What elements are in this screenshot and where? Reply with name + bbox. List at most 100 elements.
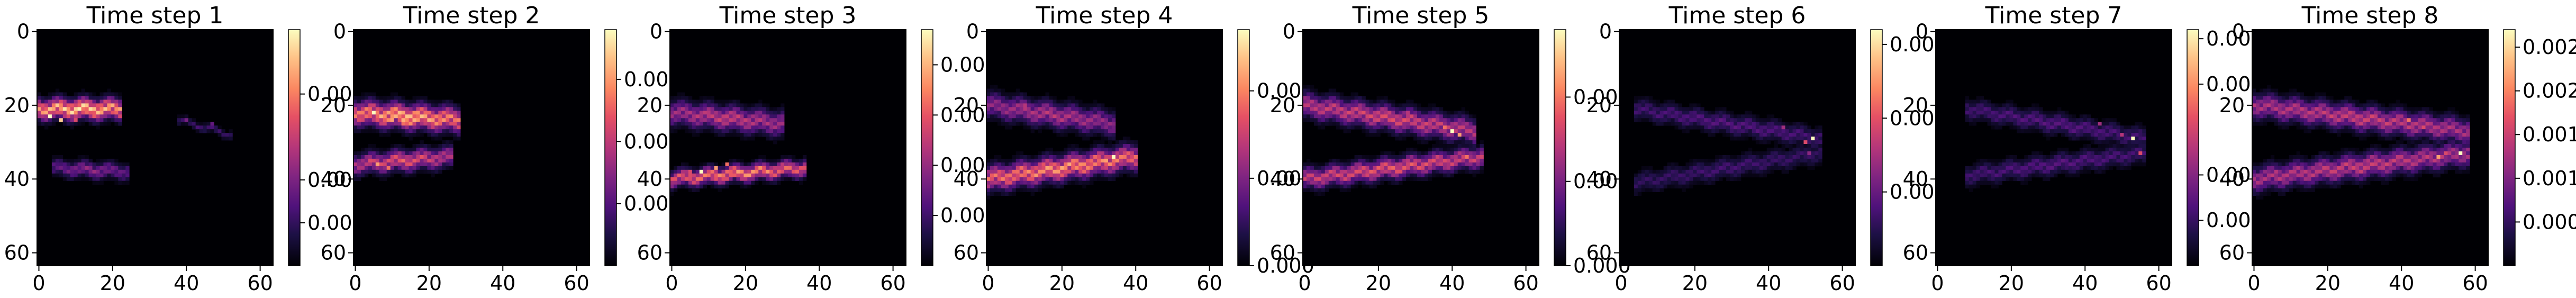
heatmap-cell <box>1350 96 1355 100</box>
heatmap-cell <box>1972 103 1977 107</box>
heatmap-cell <box>986 96 991 100</box>
heatmap-cell <box>375 118 380 122</box>
heatmap-cell <box>1328 96 1333 100</box>
heatmap-cell <box>769 166 774 170</box>
heatmap-cell <box>673 166 678 170</box>
heatmap-cell <box>1468 162 1473 167</box>
heatmap-cell <box>1645 166 1649 170</box>
heatmap-cell <box>2013 158 2017 163</box>
heatmap-cell <box>1994 158 1999 163</box>
heatmap-cell <box>766 169 770 174</box>
heatmap-cell <box>1991 111 1995 115</box>
heatmap-cell <box>1685 180 1690 185</box>
heatmap-cell <box>2024 155 2028 159</box>
heatmap-cell <box>1303 173 1307 178</box>
heatmap-cell <box>1306 88 1311 93</box>
heatmap-cell <box>2098 151 2102 156</box>
heatmap-cell <box>229 133 233 137</box>
heatmap-cell <box>2006 166 2010 170</box>
heatmap-cell <box>2072 118 2076 122</box>
heatmap-cell <box>1637 177 1642 182</box>
heatmap-cell <box>2094 125 2099 130</box>
heatmap-cell <box>714 173 718 178</box>
heatmap-cell <box>1641 111 1646 115</box>
heatmap-cell <box>2355 111 2360 115</box>
heatmap-cell <box>1421 162 1425 167</box>
heatmap-cell <box>1317 100 1322 104</box>
heatmap-cell <box>446 122 450 126</box>
heatmap-cell <box>1991 166 1995 170</box>
heatmap-cell <box>1991 107 1995 111</box>
heatmap-cell <box>1130 155 1135 159</box>
heatmap-cell <box>1994 173 1999 178</box>
heatmap-cell <box>714 111 718 115</box>
heatmap-cell <box>2296 118 2300 122</box>
heatmap-cell <box>1313 88 1318 93</box>
heatmap-cell <box>1064 118 1068 122</box>
heatmap-cell <box>1038 184 1042 189</box>
heatmap-cell <box>1439 162 1444 167</box>
heatmap-cell <box>1030 111 1035 115</box>
heatmap-cell <box>1064 177 1068 182</box>
heatmap-cell <box>1980 111 1984 115</box>
heatmap-cell <box>416 100 420 104</box>
heatmap-cell <box>2252 88 2256 93</box>
heatmap-cell <box>688 173 693 178</box>
heatmap-cell <box>1785 162 1789 167</box>
heatmap-cell <box>1457 162 1462 167</box>
heatmap-cell <box>1111 144 1116 148</box>
heatmap-cell <box>1027 188 1031 193</box>
heatmap-cell <box>1785 122 1789 126</box>
heatmap-cell <box>1097 155 1101 159</box>
heatmap-cell <box>386 162 391 167</box>
heatmap-cell <box>1034 122 1038 126</box>
heatmap-cell <box>2075 118 2080 122</box>
heatmap-cell <box>379 173 384 178</box>
heatmap-cell <box>357 177 361 182</box>
heatmap-cell <box>1027 155 1031 159</box>
heatmap-cell <box>1358 125 1362 130</box>
heatmap-cell <box>1991 158 1995 163</box>
heatmap-cell <box>416 111 420 115</box>
heatmap-cell <box>111 107 115 111</box>
heatmap-cell <box>1792 133 1797 137</box>
heatmap-cell <box>449 144 453 148</box>
heatmap-cell <box>1755 155 1760 159</box>
heatmap-cell <box>1770 133 1775 137</box>
heatmap-cell <box>1472 133 1476 137</box>
heatmap-cell <box>225 133 229 137</box>
heatmap-cell <box>1722 118 1727 122</box>
heatmap-cell <box>409 173 413 178</box>
heatmap-cell <box>1431 118 1436 122</box>
heatmap-cell <box>371 122 376 126</box>
heatmap-cell <box>670 188 674 193</box>
heatmap-cell <box>449 125 453 130</box>
heatmap-cell <box>2344 96 2348 100</box>
heatmap-cell <box>1439 151 1444 156</box>
heatmap-cell <box>1406 177 1410 182</box>
heatmap-cell <box>1313 103 1318 107</box>
heatmap-cell <box>1752 129 1756 133</box>
heatmap-cell <box>1093 177 1097 182</box>
heatmap-cell <box>114 92 119 96</box>
heatmap-cell <box>2270 100 2275 104</box>
colorbar <box>1870 29 1883 266</box>
heatmap-cell <box>1402 103 1407 107</box>
heatmap-cell <box>2094 169 2099 174</box>
x-tick-label: 20 <box>1682 272 1708 295</box>
heatmap-cell <box>1041 184 1046 189</box>
heatmap-cell <box>1034 118 1038 122</box>
heatmap-cell <box>1998 162 2002 167</box>
heatmap-cell <box>386 114 391 119</box>
heatmap-cell <box>2274 114 2279 119</box>
heatmap-cell <box>2281 118 2286 122</box>
heatmap-cell <box>118 96 122 100</box>
heatmap-cell <box>2274 111 2279 115</box>
heatmap-cell <box>416 166 420 170</box>
heatmap-cell <box>1373 133 1377 137</box>
heatmap-cell <box>747 137 751 141</box>
heatmap-cell <box>1045 151 1049 156</box>
heatmap-cell <box>1034 173 1038 178</box>
plot-frame <box>1302 29 1539 266</box>
heatmap-cell <box>2050 155 2054 159</box>
